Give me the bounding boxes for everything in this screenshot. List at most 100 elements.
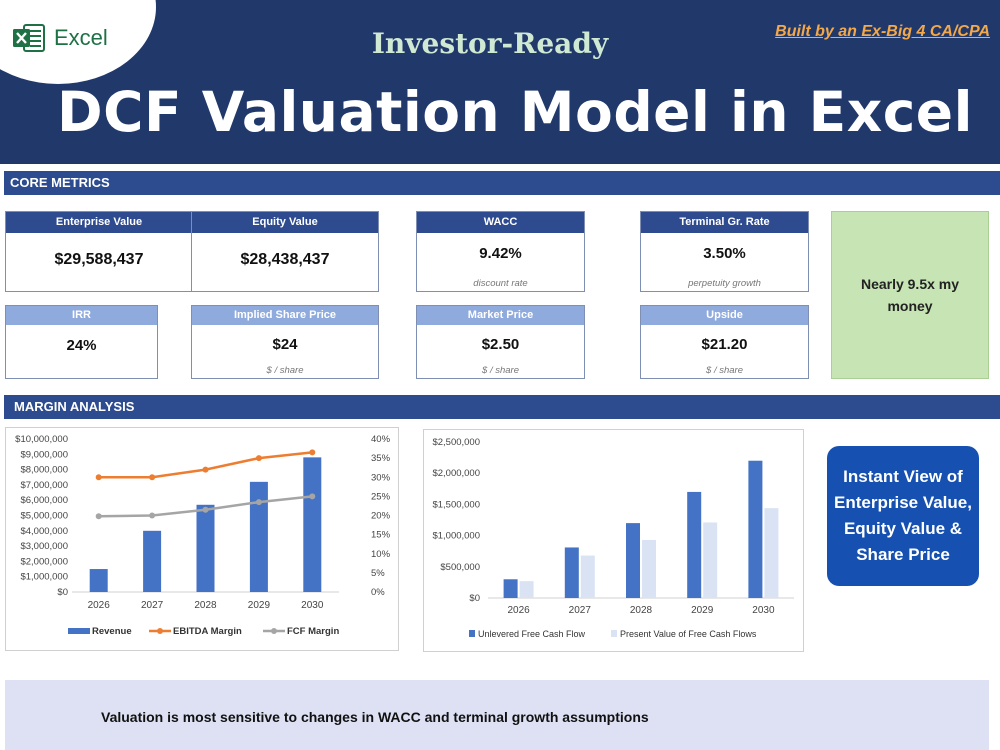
card-irr: IRR 24% [5, 305, 158, 379]
card-value: $29,588,437 [54, 251, 144, 268]
ebitda-margin-point [309, 449, 316, 456]
card-note: $ / share [706, 365, 743, 376]
ebitda-margin-point [255, 455, 262, 462]
y-tick-label: $7,000,000 [20, 480, 68, 491]
x-tick-label: 2026 [88, 600, 111, 611]
x-tick-label: 2028 [630, 605, 653, 616]
card-market-price: Market Price $2.50 $ / share [416, 305, 585, 379]
card-implied-share-price: Implied Share Price $24 $ / share [191, 305, 379, 379]
x-tick-label: 2027 [141, 600, 164, 611]
x-tick-label: 2029 [691, 605, 714, 616]
pv-fcf-bar [703, 522, 718, 598]
card-label: Enterprise Value [6, 212, 192, 233]
fcf-margin-point [255, 499, 262, 506]
y-tick-label: $2,500,000 [432, 437, 480, 448]
y2-tick-label: 15% [371, 530, 391, 541]
header-banner [0, 0, 1000, 164]
card-terminal-growth: Terminal Gr. Rate 3.50% perpetuity growt… [640, 211, 809, 292]
y2-tick-label: 5% [371, 568, 385, 579]
fcf-margin-point [309, 493, 316, 500]
card-label: Terminal Gr. Rate [641, 212, 808, 233]
card-label: IRR [6, 306, 157, 325]
ebitda-margin-point [95, 474, 102, 481]
fcf-margin-point [95, 513, 102, 520]
y-tick-label: $1,000,000 [432, 531, 480, 542]
fcf-margin-point [202, 506, 209, 513]
card-value: $21.20 [701, 336, 748, 353]
revenue-bar [303, 457, 322, 592]
legend-swatch-ufcf [469, 630, 475, 637]
return-multiple-text: Nearly 9.5x my money [860, 276, 960, 314]
ebitda-margin-point [149, 474, 156, 481]
y-tick-label: $0 [57, 587, 68, 598]
y2-tick-label: 0% [371, 587, 385, 598]
card-label: WACC [417, 212, 584, 233]
y-tick-label: $2,000,000 [20, 556, 68, 567]
legend-label-ebitda: EBITDA Margin [173, 626, 242, 637]
y-tick-label: $4,000,000 [20, 526, 68, 537]
card-wacc: WACC 9.42% discount rate [416, 211, 585, 292]
x-tick-label: 2026 [507, 605, 530, 616]
card-label: Implied Share Price [192, 306, 378, 325]
legend-swatch-pv [611, 630, 617, 637]
revenue-margin-chart: $0 $1,000,000 $2,000,000 $3,000,000 $4,000,0… [15, 434, 391, 637]
pv-fcf-bar [764, 508, 779, 598]
callout-text: Instant View of Enterprise Value, Equity… [834, 467, 972, 564]
y-tick-label: $6,000,000 [20, 495, 68, 506]
card-label: Equity Value [192, 212, 378, 233]
y-tick-label: $1,500,000 [432, 499, 480, 510]
ebitda-margin-line [98, 451, 313, 479]
y2-tick-label: 35% [371, 453, 391, 464]
card-value: 3.50% [703, 245, 746, 262]
x-tick-label: 2028 [194, 600, 217, 611]
cash-flow-chart: $0 $500,000 $1,000,000 $1,500,000 $2,000,000… [432, 437, 794, 639]
card-label: Upside [641, 306, 808, 325]
card-enterprise-value: Enterprise Value $29,588,437 [5, 211, 193, 292]
card-note: discount rate [473, 278, 528, 289]
revenue-bar [249, 481, 268, 592]
built-by-link[interactable]: Built by an Ex-Big 4 CA/CPA [775, 23, 990, 40]
legend-label-ufcf: Unlevered Free Cash Flow [478, 629, 586, 639]
y-tick-label: $10,000,000 [15, 434, 68, 445]
pv-fcf-bar [519, 581, 534, 598]
revenue-bar [143, 530, 162, 592]
revenue-bar [89, 569, 108, 592]
card-value: $2.50 [481, 336, 520, 353]
x-tick-label: 2027 [569, 605, 592, 616]
y2-tick-label: 25% [371, 491, 391, 502]
ebitda-margin-point [202, 466, 209, 473]
fcf-margin-point [149, 512, 156, 519]
y-tick-label: $8,000,000 [20, 465, 68, 476]
card-note: $ / share [266, 365, 304, 376]
y-tick-label: $5,000,000 [20, 511, 68, 522]
legend-marker-fcf [271, 628, 277, 634]
card-note: perpetuity growth [688, 278, 761, 289]
card-upside: Upside $21.20 $ / share [640, 305, 809, 379]
ufcf-bar [564, 547, 579, 598]
excel-logo: Excel [12, 22, 108, 54]
logo-text: Excel [54, 25, 108, 50]
legend-marker-ebitda [157, 628, 163, 634]
card-label: Market Price [417, 306, 584, 325]
revenue-bar [196, 504, 215, 592]
card-value: $28,438,437 [240, 251, 330, 268]
section-margin-analysis: MARGIN ANALYSIS [4, 395, 1000, 419]
y-tick-label: $500,000 [440, 562, 480, 573]
x-tick-label: 2029 [248, 600, 271, 611]
card-value: 9.42% [479, 245, 522, 262]
y2-tick-label: 10% [371, 549, 391, 560]
y2-tick-label: 20% [371, 511, 391, 522]
excel-icon [12, 22, 46, 54]
card-value: $24 [272, 336, 298, 353]
page-title: DCF Valuation Model in Excel [57, 80, 973, 144]
legend-label-pv: Present Value of Free Cash Flows [620, 629, 757, 639]
y2-tick-label: 40% [371, 434, 391, 445]
legend-label-revenue: Revenue [92, 626, 132, 637]
legend-label-fcf: FCF Margin [287, 626, 339, 637]
revenue-margin-chart-panel: $0 $1,000,000 $2,000,000 $3,000,000 $4,000,0… [5, 427, 399, 651]
subtitle: Investor-Ready [371, 27, 609, 60]
x-tick-label: 2030 [752, 605, 775, 616]
footer-text: Valuation is most sensitive to changes i… [101, 709, 649, 725]
y2-tick-label: 30% [371, 472, 391, 483]
footer-banner [5, 680, 989, 750]
